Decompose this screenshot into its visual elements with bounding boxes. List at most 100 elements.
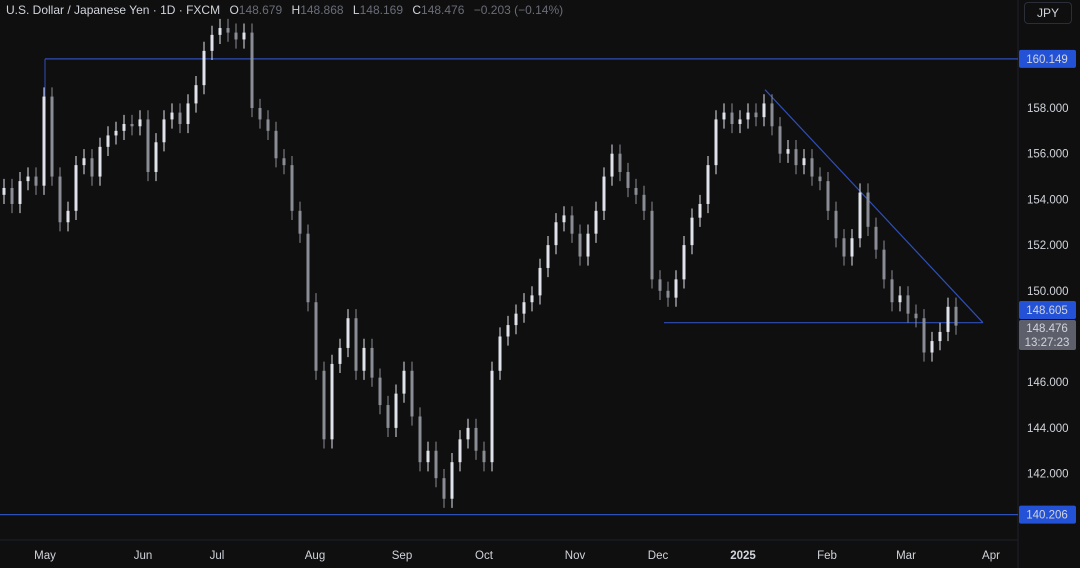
candle-body	[690, 217, 694, 246]
candle-body	[314, 302, 318, 371]
candle-body	[394, 393, 398, 428]
candle-body	[274, 130, 278, 159]
candle-body	[482, 450, 486, 463]
x-tick-label: Jun	[134, 550, 153, 562]
x-tick-label: Feb	[817, 550, 837, 562]
candle-body	[426, 450, 430, 463]
candle-body	[530, 295, 534, 303]
candle-body	[834, 210, 838, 239]
symbol-title: U.S. Dollar / Japanese Yen · 1D · FXCM	[6, 3, 221, 17]
currency-button[interactable]: JPY	[1024, 2, 1072, 24]
candle-body	[658, 279, 662, 291]
y-tick-label: 156.000	[1027, 149, 1069, 161]
candle-body	[850, 238, 854, 257]
candle-body	[354, 318, 358, 371]
candle-body	[610, 153, 614, 177]
candle-body	[122, 123, 126, 131]
candle-body	[930, 341, 934, 353]
candle-body	[26, 176, 30, 182]
candle-body	[74, 165, 78, 211]
candle-body	[98, 146, 102, 177]
candle-body	[698, 203, 702, 218]
candle-body	[2, 187, 6, 195]
candle-body	[258, 108, 262, 120]
candle-body	[418, 416, 422, 463]
candle-body	[946, 306, 950, 332]
x-tick-label: Jul	[210, 550, 225, 562]
candle-body	[410, 370, 414, 417]
candle-body	[114, 130, 118, 136]
candle-body	[82, 158, 86, 166]
candle-body	[218, 28, 222, 35]
candle-body	[906, 295, 910, 314]
candle-body	[914, 313, 918, 319]
x-tick-label: Mar	[896, 550, 916, 562]
candle-body	[802, 158, 806, 166]
candle-body	[434, 450, 438, 479]
y-tick-label: 146.000	[1027, 377, 1069, 389]
candle-body	[106, 135, 110, 147]
candle-body	[466, 427, 470, 440]
candle-body	[378, 377, 382, 406]
high-value: 148.868	[300, 3, 344, 17]
candle-body	[570, 215, 574, 234]
x-tick-label: Nov	[565, 550, 586, 562]
candle-body	[522, 302, 526, 314]
candle-body	[738, 119, 742, 124]
open-value: 148.679	[238, 3, 283, 17]
candle-body	[842, 238, 846, 257]
candle-body	[146, 119, 150, 172]
x-tick-label: Sep	[392, 550, 412, 562]
candle-body	[890, 279, 894, 303]
x-tick-label: Aug	[305, 550, 325, 562]
candle-body	[562, 215, 566, 223]
y-tick-label: 152.000	[1027, 240, 1069, 252]
candle-body	[682, 245, 686, 280]
candle-body	[234, 32, 238, 40]
candle-body	[34, 176, 38, 186]
candle-body	[18, 181, 22, 204]
candle-body	[794, 149, 798, 166]
candle-body	[586, 233, 590, 257]
candle-body	[506, 325, 510, 337]
candle-body	[874, 226, 878, 250]
candle-body	[578, 233, 582, 257]
last-price-label: 148.476	[1026, 323, 1068, 335]
x-tick-label: 2025	[730, 550, 756, 562]
last-price-bg	[1019, 320, 1076, 350]
y-tick-label: 142.000	[1027, 469, 1069, 481]
bar-countdown: 13:27:23	[1025, 337, 1070, 349]
y-tick-label: 150.000	[1027, 286, 1069, 298]
change-value: −0.203 (−0.14%)	[473, 3, 564, 17]
candle-body	[922, 318, 926, 353]
candle-body	[954, 306, 958, 326]
price-label-160-bg	[1019, 49, 1076, 68]
x-tick-label: Oct	[475, 550, 494, 562]
candle-body	[826, 181, 830, 211]
x-tick-label: Dec	[648, 550, 669, 562]
price-label-140: 140.206	[1026, 510, 1068, 522]
candle-body	[554, 222, 558, 246]
candle-body	[330, 363, 334, 440]
candle-body	[170, 112, 174, 120]
candle-body	[362, 347, 366, 371]
candle-body	[714, 119, 718, 166]
y-tick-label: 154.000	[1027, 194, 1069, 206]
candle-body	[226, 28, 230, 33]
candle-body	[66, 210, 70, 223]
candle-body	[810, 158, 814, 177]
candle-body	[762, 103, 766, 118]
candle-body	[338, 347, 342, 364]
candle-body	[138, 119, 142, 127]
candle-body	[474, 427, 478, 451]
candle-body	[154, 142, 158, 172]
candle-body	[746, 112, 750, 120]
candle-body	[282, 158, 286, 166]
candle-body	[594, 210, 598, 234]
symbol-legend: U.S. Dollar / Japanese Yen · 1D · FXCM O…	[6, 3, 563, 17]
candle-body	[490, 370, 494, 463]
candle-body	[178, 112, 182, 124]
candle-body	[290, 165, 294, 211]
candle-body	[386, 405, 390, 428]
